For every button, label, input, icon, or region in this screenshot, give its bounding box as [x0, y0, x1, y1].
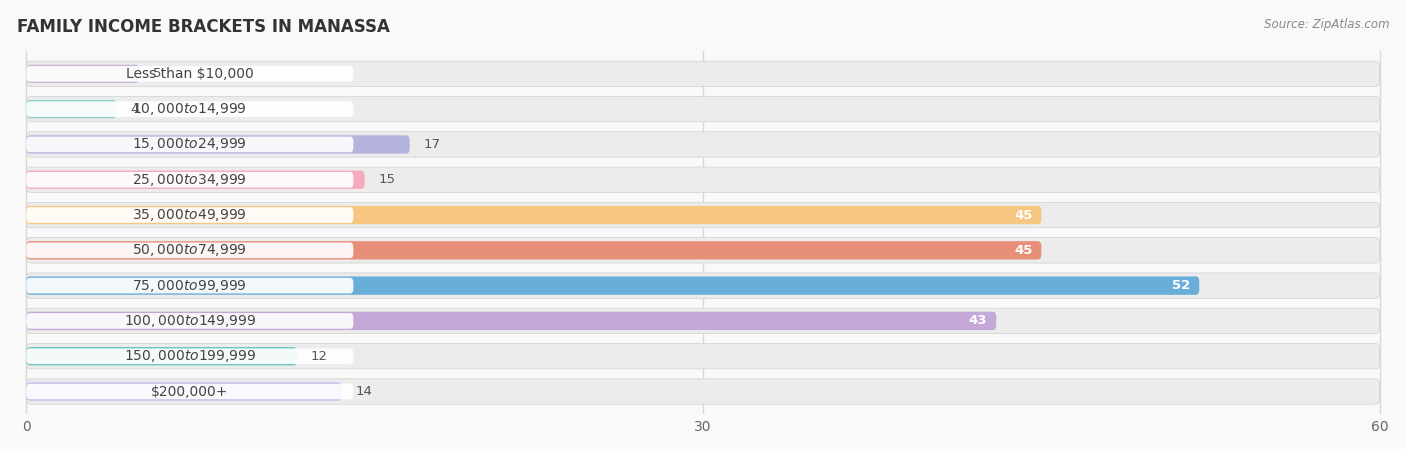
- FancyBboxPatch shape: [27, 132, 1379, 157]
- FancyBboxPatch shape: [27, 61, 1379, 87]
- Text: $35,000 to $49,999: $35,000 to $49,999: [132, 207, 247, 223]
- Text: 17: 17: [423, 138, 440, 151]
- FancyBboxPatch shape: [27, 312, 997, 330]
- FancyBboxPatch shape: [27, 383, 342, 401]
- FancyBboxPatch shape: [27, 97, 1379, 122]
- Text: 52: 52: [1173, 279, 1191, 292]
- Text: $150,000 to $199,999: $150,000 to $199,999: [124, 348, 256, 364]
- FancyBboxPatch shape: [27, 242, 353, 258]
- FancyBboxPatch shape: [27, 273, 1379, 298]
- Text: $200,000+: $200,000+: [150, 384, 229, 399]
- FancyBboxPatch shape: [27, 65, 139, 83]
- FancyBboxPatch shape: [27, 278, 353, 294]
- FancyBboxPatch shape: [27, 241, 1042, 260]
- Text: $10,000 to $14,999: $10,000 to $14,999: [132, 101, 247, 117]
- Text: 12: 12: [311, 350, 328, 363]
- FancyBboxPatch shape: [27, 100, 117, 119]
- Text: $25,000 to $34,999: $25,000 to $34,999: [132, 172, 247, 188]
- Text: 45: 45: [1014, 244, 1032, 257]
- FancyBboxPatch shape: [27, 206, 1042, 224]
- Text: 14: 14: [356, 385, 373, 398]
- Text: $50,000 to $74,999: $50,000 to $74,999: [132, 242, 247, 258]
- Text: 4: 4: [129, 103, 138, 116]
- Text: $15,000 to $24,999: $15,000 to $24,999: [132, 136, 247, 153]
- FancyBboxPatch shape: [27, 167, 1379, 193]
- Text: 45: 45: [1014, 208, 1032, 221]
- FancyBboxPatch shape: [27, 172, 353, 188]
- FancyBboxPatch shape: [27, 384, 353, 399]
- FancyBboxPatch shape: [27, 348, 353, 364]
- Text: 15: 15: [378, 173, 395, 186]
- Text: $100,000 to $149,999: $100,000 to $149,999: [124, 313, 256, 329]
- FancyBboxPatch shape: [27, 136, 353, 152]
- FancyBboxPatch shape: [27, 66, 353, 82]
- FancyBboxPatch shape: [27, 202, 1379, 228]
- FancyBboxPatch shape: [27, 313, 353, 329]
- FancyBboxPatch shape: [27, 379, 1379, 404]
- Text: FAMILY INCOME BRACKETS IN MANASSA: FAMILY INCOME BRACKETS IN MANASSA: [17, 18, 389, 36]
- FancyBboxPatch shape: [27, 343, 1379, 369]
- Text: Source: ZipAtlas.com: Source: ZipAtlas.com: [1264, 18, 1389, 31]
- FancyBboxPatch shape: [27, 277, 1199, 295]
- FancyBboxPatch shape: [27, 308, 1379, 334]
- FancyBboxPatch shape: [27, 101, 353, 117]
- Text: 5: 5: [153, 67, 162, 80]
- Text: $75,000 to $99,999: $75,000 to $99,999: [132, 277, 247, 294]
- Text: Less than $10,000: Less than $10,000: [127, 67, 253, 81]
- Text: 43: 43: [969, 314, 987, 327]
- FancyBboxPatch shape: [27, 207, 353, 223]
- FancyBboxPatch shape: [27, 135, 409, 154]
- FancyBboxPatch shape: [27, 238, 1379, 263]
- FancyBboxPatch shape: [27, 347, 297, 365]
- FancyBboxPatch shape: [27, 171, 364, 189]
